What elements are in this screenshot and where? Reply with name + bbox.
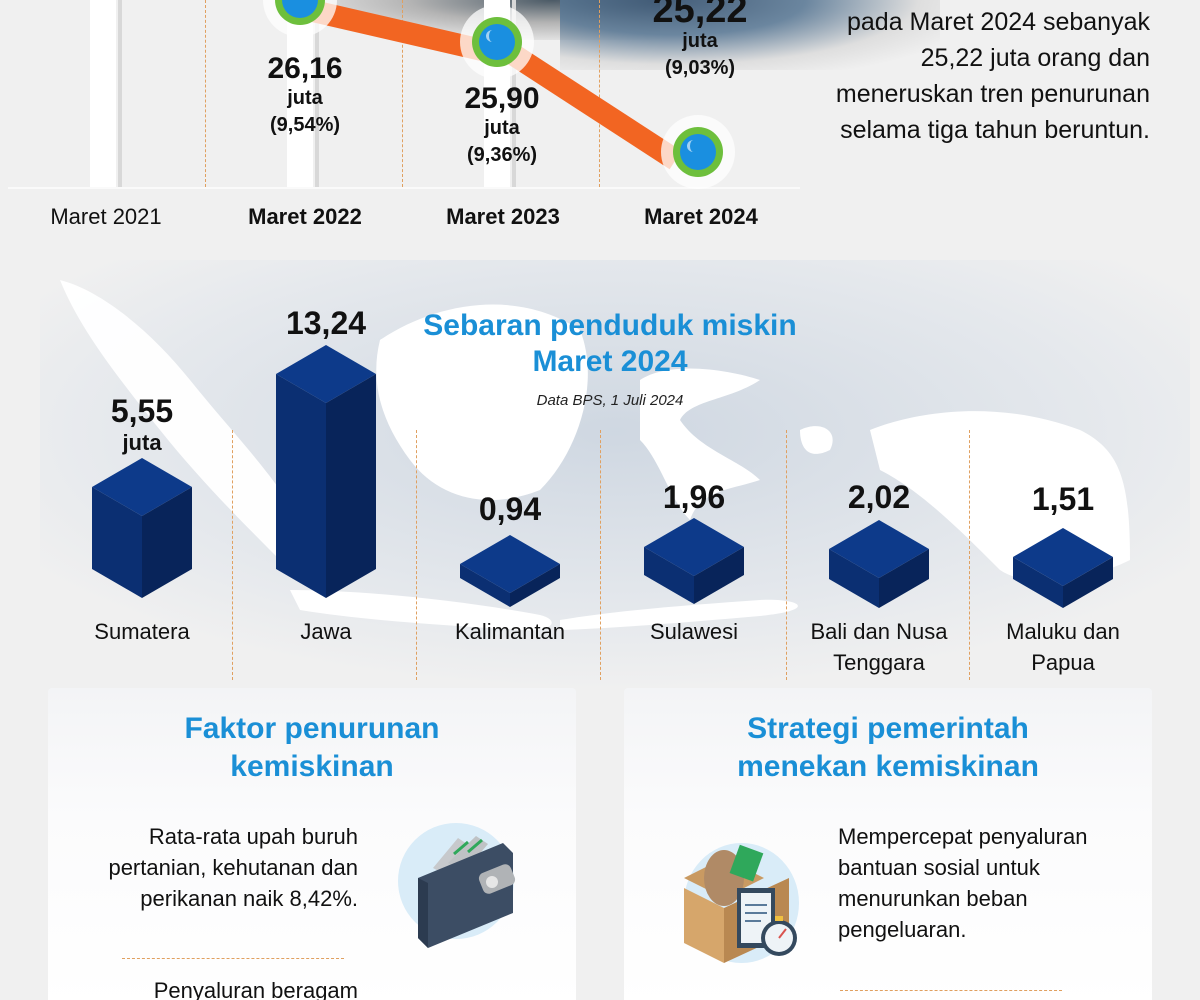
factors-card: Faktor penurunan kemiskinan Rata-rata up… bbox=[48, 688, 576, 1000]
bar-sumatera: 5,55 juta Sumatera bbox=[50, 260, 234, 690]
value-percent: (9,03%) bbox=[664, 57, 736, 79]
bar-value: 1,51 bbox=[1031, 481, 1095, 517]
value-percent: (9,54%) bbox=[269, 114, 341, 136]
region-title: Sebaran penduduk miskin Maret 2024 bbox=[423, 309, 797, 378]
x-label: Maret 2022 bbox=[248, 204, 362, 229]
regional-distribution-chart: Sebaran penduduk miskin Maret 2024 Data … bbox=[0, 260, 1200, 690]
value-unit: juta bbox=[682, 30, 718, 52]
value-number: 25,22 bbox=[652, 0, 748, 31]
divider bbox=[840, 990, 1062, 991]
bar-bali-nusa-tenggara: 2,02 Bali dan Nusa Tenggara bbox=[787, 260, 971, 690]
divider bbox=[786, 430, 787, 680]
value-percent: (9,36%) bbox=[466, 144, 538, 166]
divider bbox=[402, 0, 403, 187]
region-label: Kalimantan bbox=[454, 619, 566, 644]
region-label: Maluku dan Papua bbox=[1006, 619, 1120, 675]
card-title: Faktor penurunan kemiskinan bbox=[184, 712, 440, 783]
bar-kalimantan: 0,94 Kalimantan bbox=[418, 260, 602, 690]
summary-text: pada Maret 2024 sebanyak 25,22 juta oran… bbox=[835, 8, 1150, 144]
region-label: Jawa bbox=[300, 619, 352, 644]
divider bbox=[600, 430, 601, 680]
divider bbox=[232, 430, 233, 680]
strategy-card: Strategi pemerintah menekan kemiskinan M… bbox=[624, 688, 1152, 1000]
bar-jawa: 13,24 Jawa bbox=[234, 260, 418, 690]
data-point-2023 bbox=[460, 5, 534, 79]
cube-bar bbox=[92, 458, 192, 598]
bar-value: 1,96 bbox=[662, 479, 726, 515]
cube-bar bbox=[829, 520, 929, 608]
x-label: Maret 2021 bbox=[50, 204, 162, 229]
card-title: Strategi pemerintah menekan kemiskinan bbox=[737, 712, 1039, 783]
region-label: Bali dan Nusa Tenggara bbox=[810, 619, 948, 675]
cube-bar bbox=[644, 518, 744, 604]
divider bbox=[416, 430, 417, 680]
value-number: 25,90 bbox=[464, 82, 540, 115]
region-subtitle: Data BPS, 1 Juli 2024 bbox=[536, 392, 684, 409]
cube-bar bbox=[460, 535, 560, 607]
region-label: Sulawesi bbox=[649, 619, 739, 644]
value-2023: 25,90 juta (9,36%) bbox=[422, 83, 582, 169]
value-unit: juta bbox=[484, 117, 520, 139]
bar-maluku-papua: 1,51 Maluku dan Papua bbox=[971, 260, 1155, 690]
timeline-baseline bbox=[8, 187, 800, 189]
factor-item: Penyaluran beragam bbox=[153, 978, 358, 1000]
region-label: Sumatera bbox=[94, 619, 190, 644]
bar-value: 5,55 bbox=[110, 393, 174, 429]
divider bbox=[122, 958, 344, 959]
wallet-icon bbox=[418, 836, 516, 948]
bar-unit: juta bbox=[122, 430, 162, 455]
value-2024: 25,22 juta (9,03%) bbox=[620, 0, 780, 82]
aid-box-icon bbox=[684, 844, 797, 963]
bar-value: 0,94 bbox=[478, 491, 542, 527]
divider bbox=[969, 430, 970, 680]
factor-item: Rata-rata upah buruh pertanian, kehutana… bbox=[108, 824, 358, 911]
strategy-item: Mempercepat penyaluran bantuan sosial un… bbox=[838, 824, 1088, 942]
value-unit: juta bbox=[287, 87, 323, 109]
background-photo bbox=[560, 0, 940, 70]
cube-bar bbox=[1013, 528, 1113, 608]
data-point-2024 bbox=[661, 115, 735, 189]
bar-value: 2,02 bbox=[847, 479, 911, 515]
poverty-timeline-chart: 26,16 juta (9,54%) 25,90 juta (9,36%) 25… bbox=[0, 0, 1200, 250]
bar-sulawesi: 1,96 Sulawesi bbox=[602, 260, 786, 690]
value-number: 26,16 bbox=[267, 52, 343, 85]
bar-value: 13,24 bbox=[285, 305, 367, 341]
cube-bar bbox=[276, 345, 376, 598]
indonesia-map-icon bbox=[40, 260, 1190, 690]
divider bbox=[205, 0, 206, 187]
divider bbox=[599, 0, 600, 187]
x-label: Maret 2024 bbox=[644, 204, 758, 229]
x-label: Maret 2023 bbox=[446, 204, 560, 229]
timeline-pillar bbox=[90, 0, 122, 187]
value-2022: 26,16 juta (9,54%) bbox=[225, 53, 385, 139]
